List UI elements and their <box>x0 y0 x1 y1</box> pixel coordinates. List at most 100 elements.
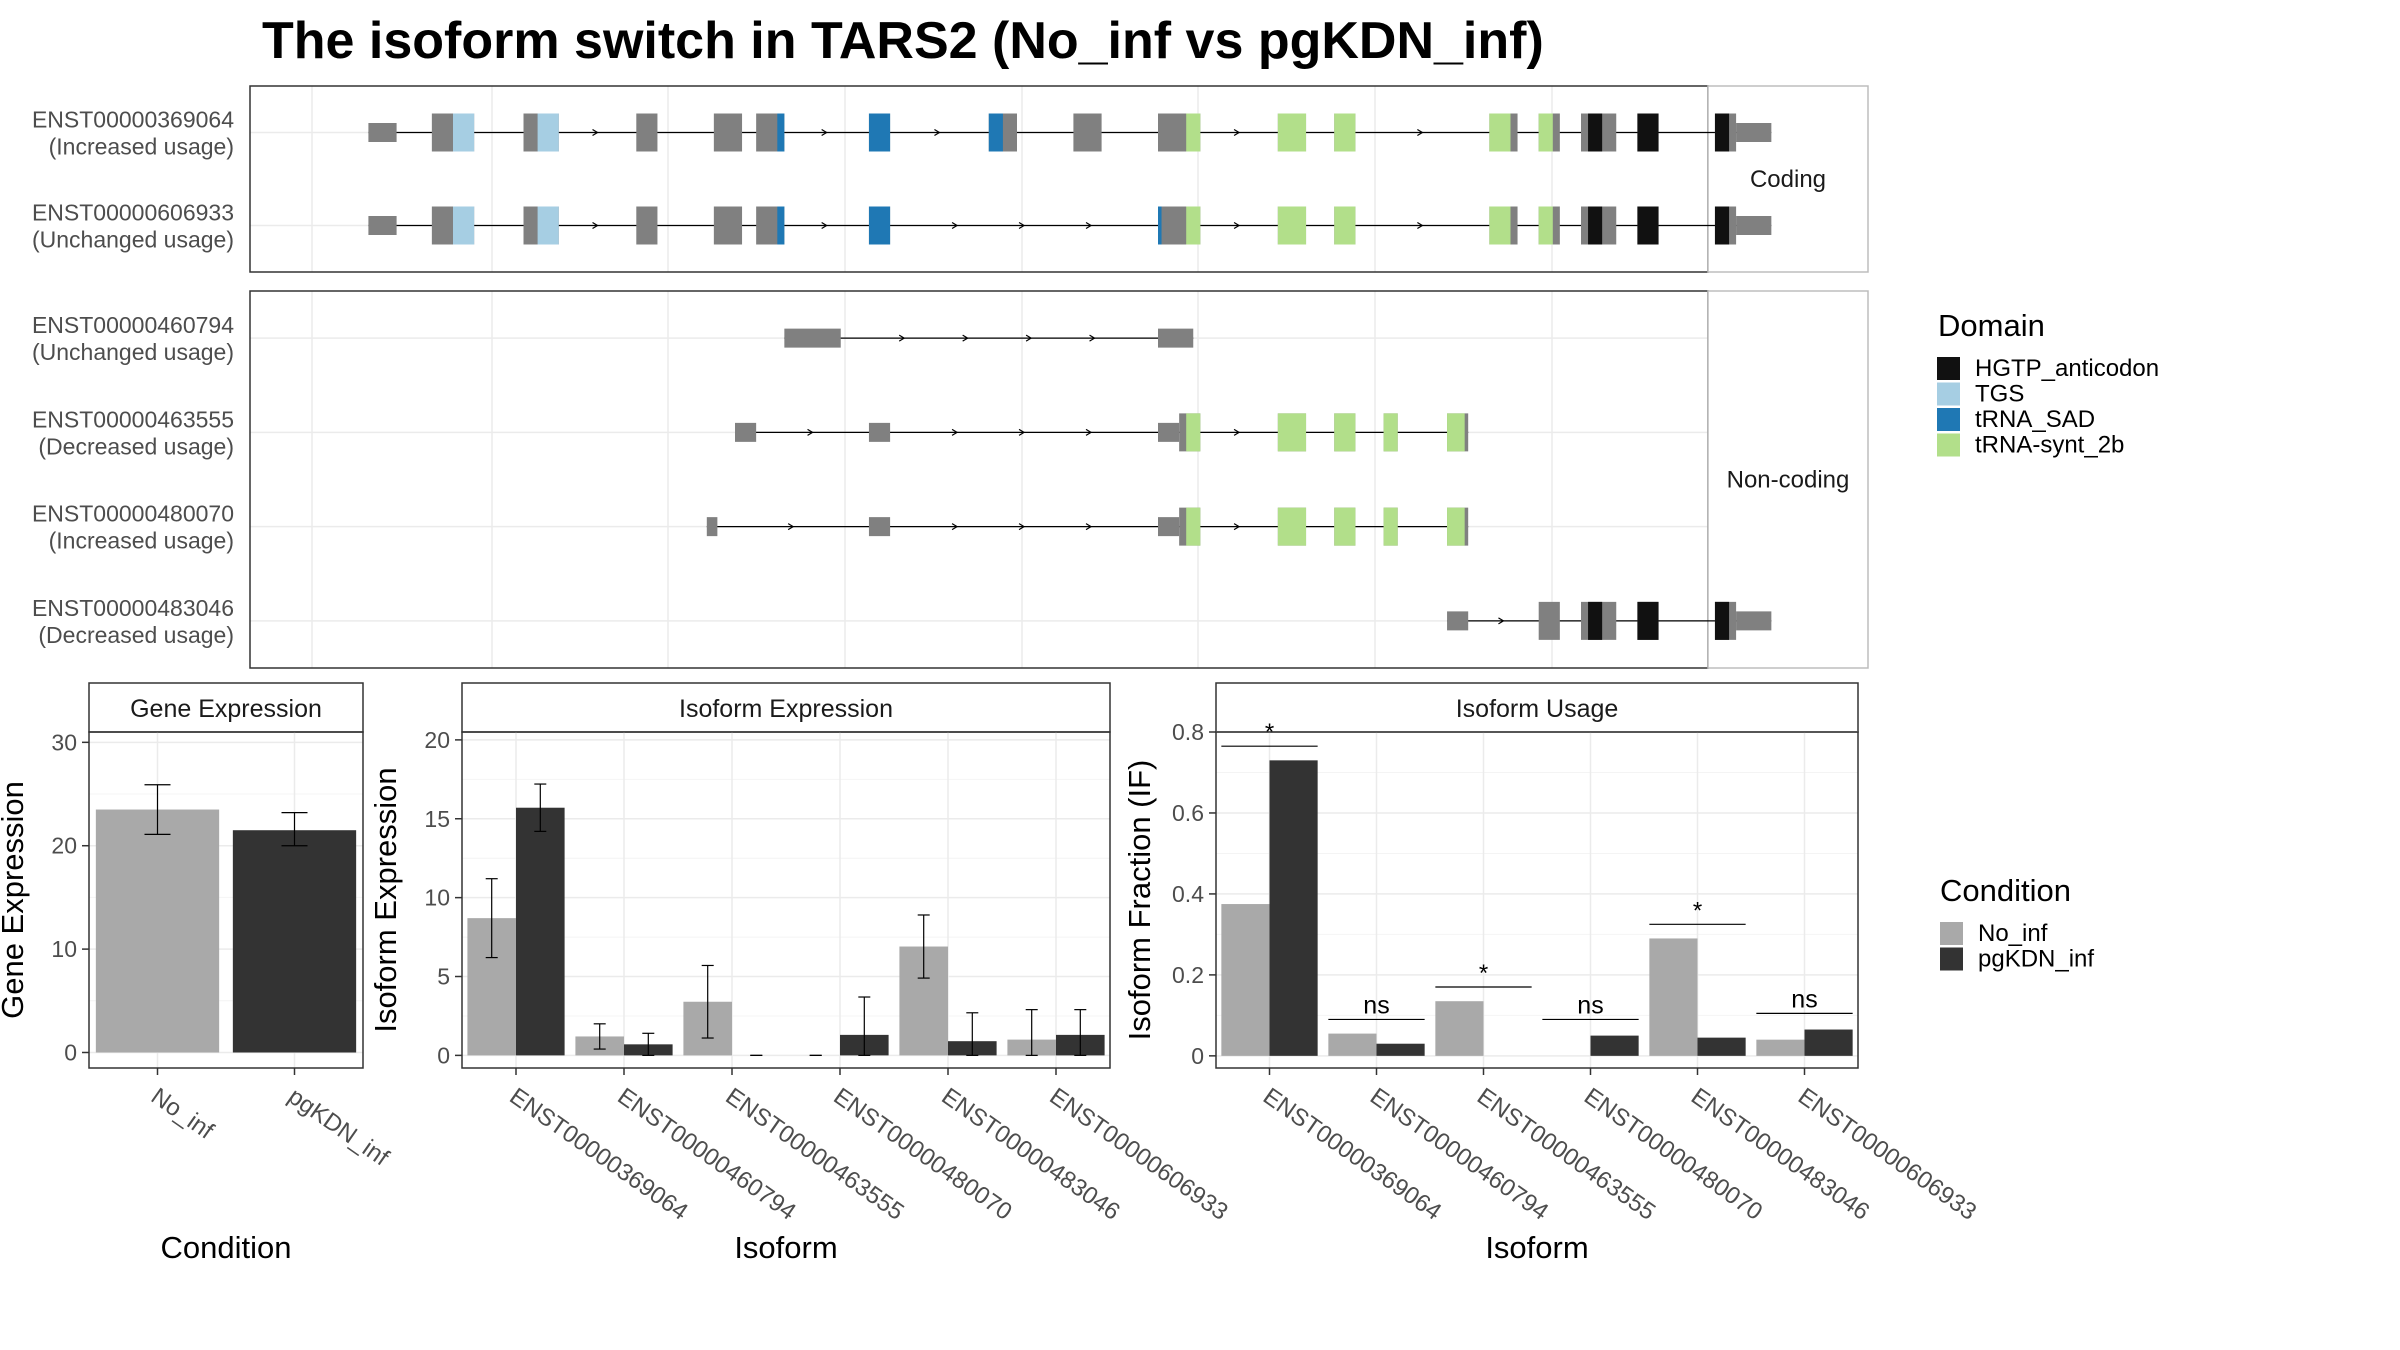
significance-label: * <box>1693 897 1702 924</box>
exon <box>735 422 757 442</box>
exon <box>1538 601 1560 640</box>
domain-region <box>1186 413 1201 452</box>
strand-arrow <box>898 334 906 342</box>
exon <box>784 328 841 348</box>
legend-key <box>1937 433 1960 457</box>
legend-label: tRNA_SAD <box>1975 406 2095 433</box>
domain-region <box>1334 206 1356 245</box>
x-tick-label: ENST00000480070 <box>829 1083 1017 1226</box>
y-tick-label: 0 <box>437 1042 450 1068</box>
y-tick-label: 0.8 <box>1172 719 1204 745</box>
domain-region <box>1186 113 1201 152</box>
domain-region <box>453 206 475 245</box>
exon <box>1447 611 1469 631</box>
significance-label: * <box>1479 960 1488 987</box>
legend-label: No_inf <box>1978 920 2048 947</box>
strand-arrow <box>962 334 969 342</box>
domain-region <box>988 113 1003 152</box>
exon <box>706 517 718 537</box>
domain-region <box>868 113 891 152</box>
domain-region <box>1447 507 1465 546</box>
isoform-id-label: ENST00000369064 <box>32 107 234 133</box>
exon <box>1158 517 1180 537</box>
isoform-usage-label: (Decreased usage) <box>38 433 234 459</box>
bar <box>1221 904 1270 1056</box>
x-tick-label: pgKDN_inf <box>283 1083 394 1172</box>
exon <box>1073 113 1102 152</box>
domain-region <box>1277 507 1307 546</box>
y-tick-label: 0.2 <box>1172 962 1204 988</box>
expression-charts: Gene Expression 0 10 20 30 No_inf pgKDN_inf Con… <box>0 682 1981 1265</box>
bar <box>1649 938 1698 1056</box>
strand-arrow <box>934 128 941 137</box>
exon <box>713 113 743 152</box>
legend-key <box>1937 357 1960 380</box>
x-axis-title: Isoform <box>1485 1230 1588 1265</box>
x-tick-label: ENST00000460794 <box>613 1083 801 1226</box>
domain-region <box>1277 113 1307 152</box>
isoform-usage-label: (Decreased usage) <box>38 622 234 648</box>
x-tick-label: ENST00000369064 <box>1258 1083 1446 1226</box>
domain-region <box>1637 113 1659 152</box>
chart-panel-border <box>88 731 364 1069</box>
domain-region <box>1538 113 1553 152</box>
figure-title: The isoform switch in TARS2 (No_inf vs p… <box>262 12 1544 70</box>
exon <box>1158 422 1180 442</box>
legend-label: HGTP_anticodon <box>1975 355 2159 382</box>
chart-strip-label: Isoform Expression <box>679 695 893 723</box>
domain-region <box>1186 507 1201 546</box>
strand-arrow <box>592 221 599 230</box>
strand-arrow <box>951 221 959 230</box>
strand-arrow <box>951 523 959 531</box>
domain-region <box>1383 507 1398 546</box>
exon <box>368 123 397 142</box>
y-tick-label: 20 <box>51 833 77 859</box>
exon <box>1158 328 1194 348</box>
y-tick-label: 0.6 <box>1172 800 1204 826</box>
x-tick-label: ENST00000606933 <box>1793 1083 1981 1226</box>
domain-region <box>1538 206 1553 245</box>
strand-arrow <box>1233 523 1241 531</box>
legend-label: TGS <box>1975 381 2024 408</box>
x-tick-label: No_inf <box>146 1083 219 1145</box>
x-tick-label: ENST00000463555 <box>1472 1083 1660 1226</box>
x-axis-title: Isoform <box>734 1230 837 1265</box>
domain-region <box>1334 507 1356 546</box>
exon <box>636 206 658 245</box>
bar <box>95 809 220 1053</box>
x-tick-label: ENST00000460794 <box>1365 1083 1553 1226</box>
x-tick-label: ENST00000606933 <box>1045 1083 1233 1226</box>
legend-label: tRNA-synt_2b <box>1975 432 2124 459</box>
bar <box>1269 760 1318 1056</box>
domain-region <box>1334 413 1356 452</box>
exon <box>713 206 743 245</box>
y-tick-label: 20 <box>424 727 450 753</box>
x-tick-label: ENST00000463555 <box>721 1083 909 1226</box>
y-tick-label: 10 <box>51 936 77 962</box>
strand-arrow <box>951 428 959 436</box>
exon <box>1736 611 1772 631</box>
strand-arrow <box>1233 428 1241 436</box>
strand-arrow <box>1498 617 1505 625</box>
x-tick-label: ENST00000483046 <box>937 1083 1125 1226</box>
isoform-usage-label: (Increased usage) <box>49 528 234 554</box>
chart-strip-label: Isoform Usage <box>1456 695 1619 723</box>
x-tick-label: ENST00000480070 <box>1579 1083 1767 1226</box>
isoform-usage-label: (Increased usage) <box>49 134 234 160</box>
domain-region <box>1447 413 1465 452</box>
exon <box>868 422 891 442</box>
x-axis-title: Condition <box>161 1230 292 1265</box>
y-tick-label: 10 <box>424 885 450 911</box>
chart-strip-label: Gene Expression <box>130 695 322 723</box>
isoform-usage-label: (Unchanged usage) <box>32 339 234 365</box>
y-axis-title: Gene Expression <box>0 781 30 1019</box>
domain-region <box>1489 113 1511 152</box>
strand-arrow <box>1417 128 1424 137</box>
legend-key <box>1940 922 1963 945</box>
isoform-id-label: ENST00000480070 <box>32 501 234 527</box>
domain-legend-title: Domain <box>1938 308 2045 343</box>
domain-region <box>1714 113 1730 152</box>
facet-label: Coding <box>1750 166 1826 193</box>
bar <box>1756 1039 1805 1056</box>
strand-arrow <box>1089 334 1096 342</box>
